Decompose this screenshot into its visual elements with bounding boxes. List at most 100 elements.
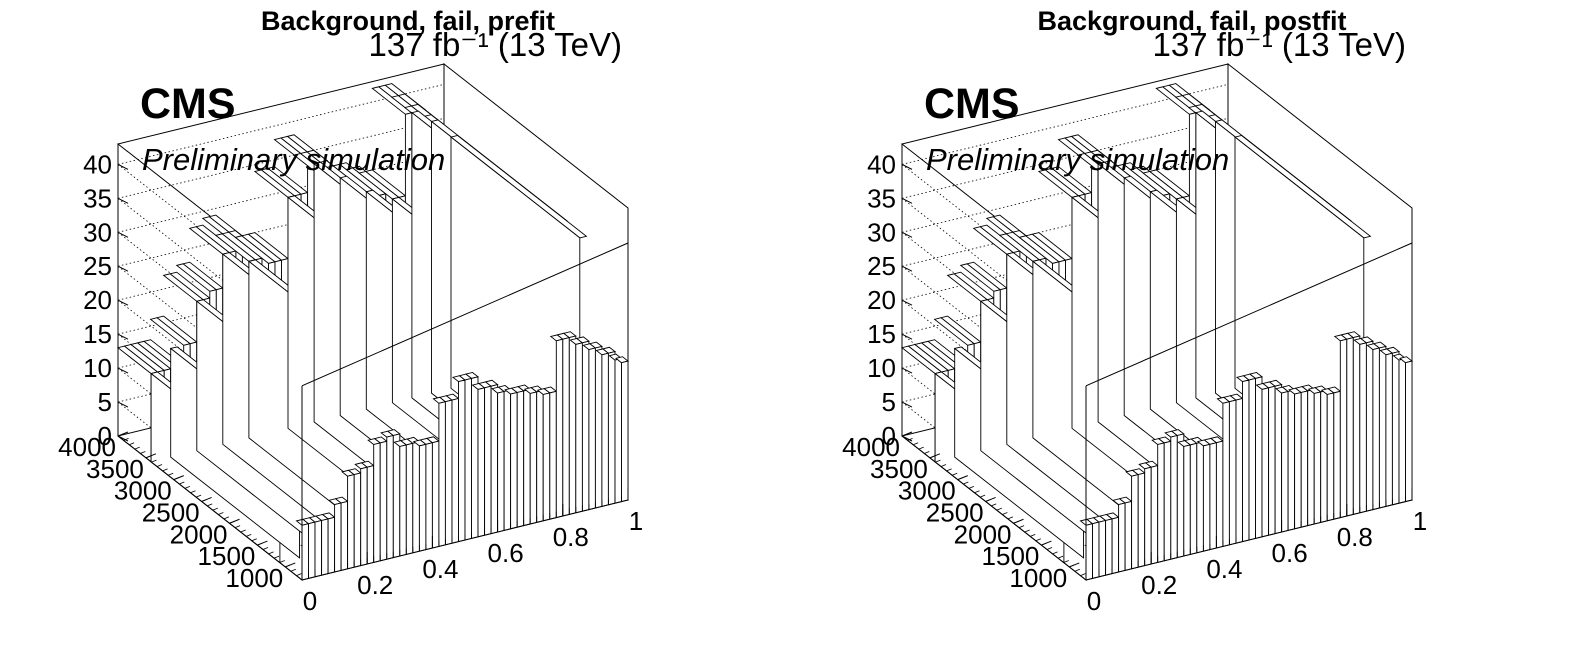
bar [399, 444, 407, 557]
x-tick-label: 0 [303, 586, 317, 616]
bar [568, 335, 577, 515]
y-minor-tick [1052, 551, 1058, 555]
z-tick [117, 401, 129, 408]
preliminary-label: Preliminary simulation [142, 142, 445, 177]
y-minor-tick [190, 490, 196, 494]
y-minor-tick [168, 472, 174, 476]
z-tick [117, 435, 129, 442]
y-minor-tick [940, 464, 947, 467]
z-tick-label: 0 [882, 421, 896, 451]
bar [555, 338, 564, 519]
y-minor-tick [234, 525, 241, 529]
y-minor-tick [1057, 555, 1064, 559]
bar [601, 352, 609, 507]
y-tick-label: 1000 [1009, 563, 1067, 593]
y-minor-tick [173, 477, 179, 481]
bar [588, 347, 596, 511]
y-minor-tick [1013, 520, 1019, 524]
bar [1300, 390, 1309, 528]
y-minor-tick [935, 459, 941, 463]
bar [1359, 342, 1367, 514]
z-tick-label: 10 [867, 353, 896, 383]
y-tick-label: 4000 [58, 432, 116, 462]
bar [1281, 390, 1289, 533]
chart-title: Background, fail, prefit [261, 6, 555, 36]
y-minor-tick [145, 455, 152, 459]
y-minor-tick [207, 503, 213, 507]
y-minor-tick [1041, 542, 1047, 546]
bar [581, 340, 590, 512]
bar [1235, 397, 1243, 544]
y-minor-tick [1063, 560, 1069, 563]
x-tick-label: 0.2 [1141, 570, 1177, 600]
bar [1111, 516, 1120, 575]
y-minor-tick [223, 516, 230, 520]
y-minor-tick [212, 507, 218, 511]
bar [1398, 357, 1406, 504]
y-minor-tick [1074, 568, 1080, 572]
z-tick-label: 25 [83, 251, 112, 281]
y-minor-tick [963, 481, 969, 485]
z-tick [901, 265, 913, 272]
y-minor-tick [246, 533, 252, 537]
y-tick-label: 3000 [898, 476, 956, 506]
bar [529, 391, 538, 525]
bar [373, 442, 381, 563]
y-minor-tick [195, 494, 202, 498]
bar [405, 442, 414, 555]
bar [1170, 434, 1178, 560]
z-tick-label: 10 [83, 353, 112, 383]
y-minor-tick [1002, 512, 1008, 515]
luminosity-label: 137 fb⁻¹ (13 TeV) [369, 26, 622, 63]
x-tick-label: 0.2 [357, 570, 393, 600]
z-tick [117, 333, 129, 340]
z-tick-label: 5 [882, 387, 896, 417]
bar [1385, 352, 1393, 507]
y-minor-tick [974, 490, 980, 494]
y-tick [901, 431, 913, 437]
bar [1118, 502, 1126, 573]
bar [412, 441, 420, 554]
y-minor-tick [991, 503, 997, 507]
y-minor-tick [985, 499, 991, 502]
z-tick-label: 40 [867, 149, 896, 179]
y-minor-tick [957, 477, 963, 481]
y-minor-tick [156, 464, 163, 467]
y-tick-label: 1500 [198, 541, 256, 571]
z-tick [901, 401, 913, 408]
bar [347, 474, 355, 570]
x-tick-label: 0 [1087, 586, 1101, 616]
right-chart-panel: 00.20.40.60.8110001500200025003000350040… [842, 6, 1427, 616]
box-edge [1085, 242, 1413, 387]
bar [425, 442, 433, 551]
bar [1183, 444, 1191, 557]
luminosity-label: 137 fb⁻¹ (13 TeV) [1153, 26, 1406, 63]
bar [1085, 523, 1093, 581]
y-minor-tick [151, 459, 157, 463]
bar [1372, 347, 1380, 511]
bar [594, 345, 603, 509]
bar [360, 466, 368, 567]
bar [1255, 376, 1263, 539]
bar [1092, 521, 1100, 579]
z-tick [117, 163, 129, 170]
bar [314, 519, 323, 578]
y-tick-label: 3500 [870, 454, 928, 484]
bar [536, 389, 544, 523]
chart-title: Background, fail, postfit [1037, 6, 1346, 36]
z-tick [901, 163, 913, 170]
preliminary-label: Preliminary simulation [926, 142, 1229, 177]
cms-label: CMS [140, 80, 236, 128]
bar [490, 384, 499, 535]
z-tick [117, 197, 129, 204]
bar [1228, 399, 1237, 546]
bar [1352, 335, 1361, 515]
x-tick-label: 0.8 [1337, 522, 1373, 552]
bar [301, 523, 309, 581]
z-tick-label: 30 [867, 217, 896, 247]
y-minor-tick [1046, 547, 1053, 550]
bar [1137, 472, 1146, 568]
y-minor-tick [1030, 533, 1036, 537]
y-minor-tick [952, 472, 958, 476]
bar [1150, 465, 1159, 565]
